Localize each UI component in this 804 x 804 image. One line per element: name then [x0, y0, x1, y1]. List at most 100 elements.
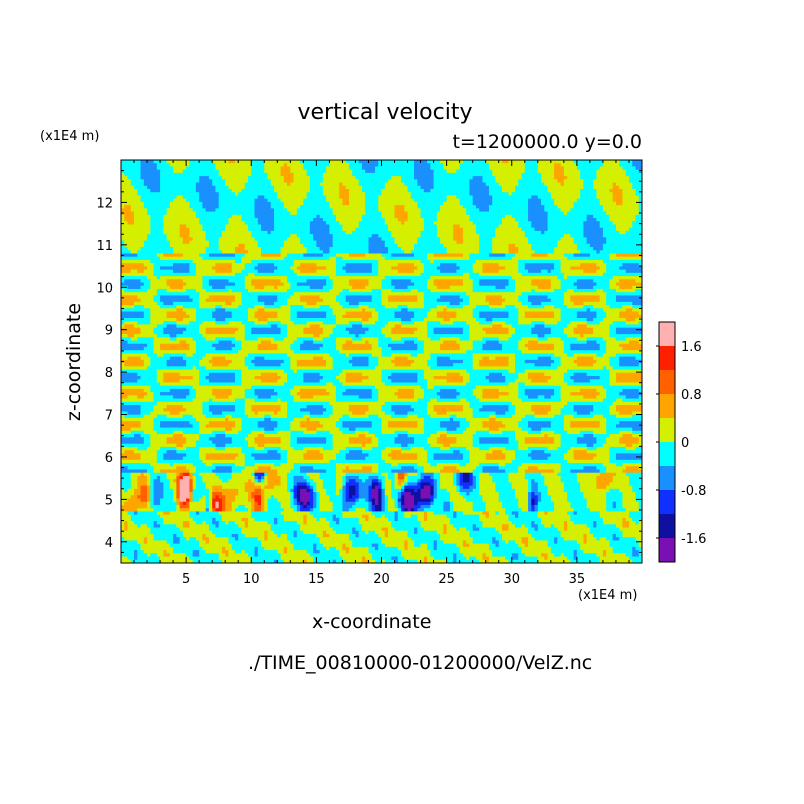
field-cell: [361, 224, 366, 229]
field-cell: [241, 211, 246, 216]
field-cell: [189, 230, 194, 235]
field-cell: [166, 218, 171, 222]
field-cell: [534, 218, 539, 222]
field-cell: [355, 250, 360, 254]
field-cell: [596, 172, 601, 177]
field-cell: [602, 230, 607, 235]
field-cell: [329, 185, 334, 190]
field-cell: [130, 243, 135, 248]
field-cell: [427, 214, 431, 219]
velocity-field: [121, 160, 642, 563]
field-cell: [332, 211, 337, 216]
field-cell: [124, 198, 128, 203]
field-cell: [475, 256, 480, 261]
field-cell: [143, 169, 148, 174]
field-cell: [619, 160, 623, 164]
field-cell: [316, 224, 321, 229]
field-cell: [544, 250, 548, 254]
field-cell: [313, 198, 317, 203]
field-cell: [225, 224, 229, 229]
field-cell: [417, 256, 421, 261]
field-cell: [251, 160, 255, 164]
field-cell: [264, 227, 268, 232]
field-cell: [488, 227, 493, 232]
field-cell: [459, 247, 464, 251]
field-cell: [544, 189, 548, 193]
field-cell: [150, 189, 154, 193]
field-cell: [300, 250, 304, 254]
field-cell: [449, 214, 454, 219]
field-cell: [599, 243, 604, 248]
field-cell: [277, 205, 281, 209]
field-cell: [238, 208, 242, 212]
field-cell: [296, 247, 301, 251]
field-cell: [306, 201, 311, 206]
field-cell: [550, 195, 555, 200]
field-cell: [251, 185, 255, 190]
field-cell: [358, 243, 363, 248]
field-cell: [365, 256, 369, 261]
field-cell: [443, 250, 448, 254]
field-cell: [205, 169, 210, 174]
field-cell: [495, 160, 500, 164]
field-cell: [436, 179, 441, 183]
field-cell: [244, 247, 249, 251]
field-cell: [531, 189, 535, 193]
field-cell: [544, 185, 548, 190]
field-cell: [234, 182, 239, 187]
field-cell: [479, 247, 483, 251]
field-cell: [628, 169, 633, 174]
field-cell: [371, 179, 376, 183]
field-cell: [160, 163, 164, 167]
field-cell: [615, 182, 620, 187]
field-cell: [599, 234, 604, 238]
field-cell: [628, 201, 633, 206]
field-cell: [391, 214, 395, 219]
field-cell: [163, 224, 167, 229]
field-cell: [153, 256, 158, 261]
field-cell: [518, 230, 522, 235]
field-cell: [472, 230, 477, 235]
field-cell: [567, 224, 571, 229]
field-cell: [567, 192, 571, 196]
field-cell: [153, 234, 158, 238]
field-cell: [606, 227, 610, 232]
field-cell: [515, 234, 519, 238]
field-cell: [596, 192, 601, 196]
field-cell: [505, 250, 509, 254]
field-cell: [371, 208, 376, 212]
field-cell: [433, 166, 438, 171]
field-cell: [335, 195, 340, 200]
field-cell: [280, 189, 285, 193]
field-cell: [218, 205, 223, 209]
field-cell: [521, 169, 526, 174]
field-cell: [430, 250, 434, 254]
field-cell: [189, 172, 194, 177]
field-cell: [225, 169, 229, 174]
field-cell: [453, 234, 457, 238]
field-cell: [596, 179, 601, 183]
field-cell: [374, 208, 379, 212]
field-cell: [596, 240, 601, 245]
field-cell: [221, 198, 226, 203]
field-cell: [173, 195, 177, 200]
field-cell: [166, 176, 171, 180]
field-cell: [280, 221, 285, 225]
field-cell: [609, 182, 614, 187]
field-cell: [401, 176, 405, 180]
field-cell: [388, 169, 392, 174]
field-cell: [508, 227, 513, 232]
field-cell: [625, 176, 630, 180]
field-cell: [261, 195, 265, 200]
field-cell: [414, 192, 418, 196]
field-cell: [254, 172, 259, 177]
field-cell: [423, 182, 428, 187]
field-cell: [277, 237, 281, 241]
field-cell: [589, 227, 594, 232]
field-cell: [388, 243, 392, 248]
field-cell: [397, 205, 402, 209]
field-cell: [147, 182, 151, 187]
field-cell: [176, 250, 181, 254]
field-cell: [384, 172, 389, 177]
field-cell: [153, 185, 158, 190]
